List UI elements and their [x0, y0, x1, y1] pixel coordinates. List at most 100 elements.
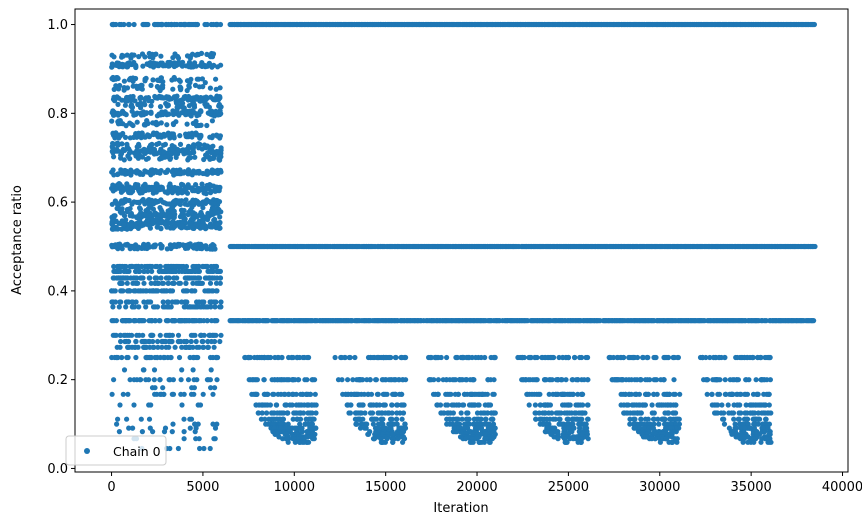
data-point: [215, 133, 221, 139]
data-point: [217, 85, 223, 91]
data-point: [396, 391, 403, 397]
data-point: [642, 402, 648, 408]
data-point: [213, 76, 219, 82]
data-point: [261, 377, 267, 383]
data-point: [367, 377, 373, 383]
data-point: [542, 429, 548, 435]
data-point: [214, 210, 221, 216]
data-point: [492, 410, 498, 416]
data-point: [132, 344, 138, 350]
data-point: [141, 268, 147, 274]
data-point: [524, 391, 530, 397]
data-point: [193, 132, 200, 138]
data-point: [117, 120, 124, 127]
data-point: [457, 377, 463, 383]
data-point: [189, 288, 195, 294]
data-point: [193, 118, 199, 124]
data-point: [460, 402, 466, 408]
data-point: [124, 416, 130, 422]
data-point: [183, 338, 190, 345]
data-point: [138, 263, 144, 270]
data-point: [152, 354, 158, 361]
data-point: [164, 288, 170, 294]
data-point: [812, 243, 818, 250]
data-point: [126, 146, 132, 152]
data-point: [212, 188, 218, 194]
data-point: [461, 354, 467, 361]
data-point: [143, 344, 150, 350]
data-point: [445, 410, 451, 416]
data-point: [532, 354, 538, 361]
data-point: [143, 288, 149, 294]
data-point: [191, 101, 197, 107]
data-point: [562, 391, 568, 397]
data-point: [556, 416, 562, 422]
data-point: [170, 121, 176, 127]
data-point: [390, 439, 396, 445]
data-point: [580, 391, 586, 397]
data-point: [217, 156, 223, 163]
data-point: [121, 110, 127, 116]
data-point: [151, 21, 158, 28]
data-point: [117, 402, 123, 408]
data-point: [290, 416, 296, 422]
data-point: [210, 21, 216, 28]
data-point: [619, 377, 625, 383]
data-point: [181, 416, 187, 422]
data-point: [204, 122, 210, 129]
data-point: [379, 377, 385, 383]
data-point: [558, 410, 564, 416]
data-point: [213, 288, 219, 294]
data-point: [147, 63, 153, 69]
data-point: [133, 153, 139, 159]
data-point: [137, 288, 143, 294]
data-point: [128, 167, 134, 173]
data-point: [185, 97, 191, 103]
data-point: [434, 402, 440, 408]
data-point: [615, 354, 621, 361]
data-point: [192, 268, 198, 274]
data-point: [153, 216, 159, 223]
data-point: [194, 246, 200, 252]
data-point: [134, 275, 140, 281]
data-point: [345, 377, 351, 383]
data-point: [312, 391, 318, 397]
data-point: [153, 199, 159, 205]
data-point: [254, 377, 260, 383]
data-point: [151, 377, 157, 383]
data-point: [470, 439, 476, 445]
data-point: [137, 318, 143, 324]
data-point: [563, 439, 570, 445]
data-point: [459, 416, 465, 422]
data-point: [157, 104, 164, 110]
data-point: [540, 421, 546, 427]
data-point: [132, 111, 138, 117]
data-point: [217, 275, 224, 281]
data-point: [202, 243, 208, 249]
data-point: [519, 354, 525, 361]
data-point: [139, 429, 145, 435]
data-point: [177, 223, 184, 229]
data-point: [152, 385, 158, 391]
data-point: [394, 402, 401, 408]
data-point: [581, 377, 587, 383]
data-point: [201, 318, 207, 324]
data-point: [370, 402, 377, 408]
data-point: [156, 318, 162, 324]
data-point: [270, 391, 276, 397]
data-point: [368, 391, 375, 397]
data-point: [202, 288, 208, 294]
data-point: [358, 391, 364, 397]
data-point: [211, 436, 217, 442]
data-point: [643, 391, 649, 397]
data-point: [130, 425, 136, 431]
data-point: [190, 199, 196, 205]
data-point: [197, 445, 203, 452]
data-point: [121, 367, 128, 373]
data-point: [183, 263, 190, 270]
data-point: [339, 377, 345, 383]
data-point: [145, 155, 151, 161]
data-point: [400, 439, 406, 445]
data-point: [126, 243, 132, 249]
data-point: [218, 62, 224, 68]
